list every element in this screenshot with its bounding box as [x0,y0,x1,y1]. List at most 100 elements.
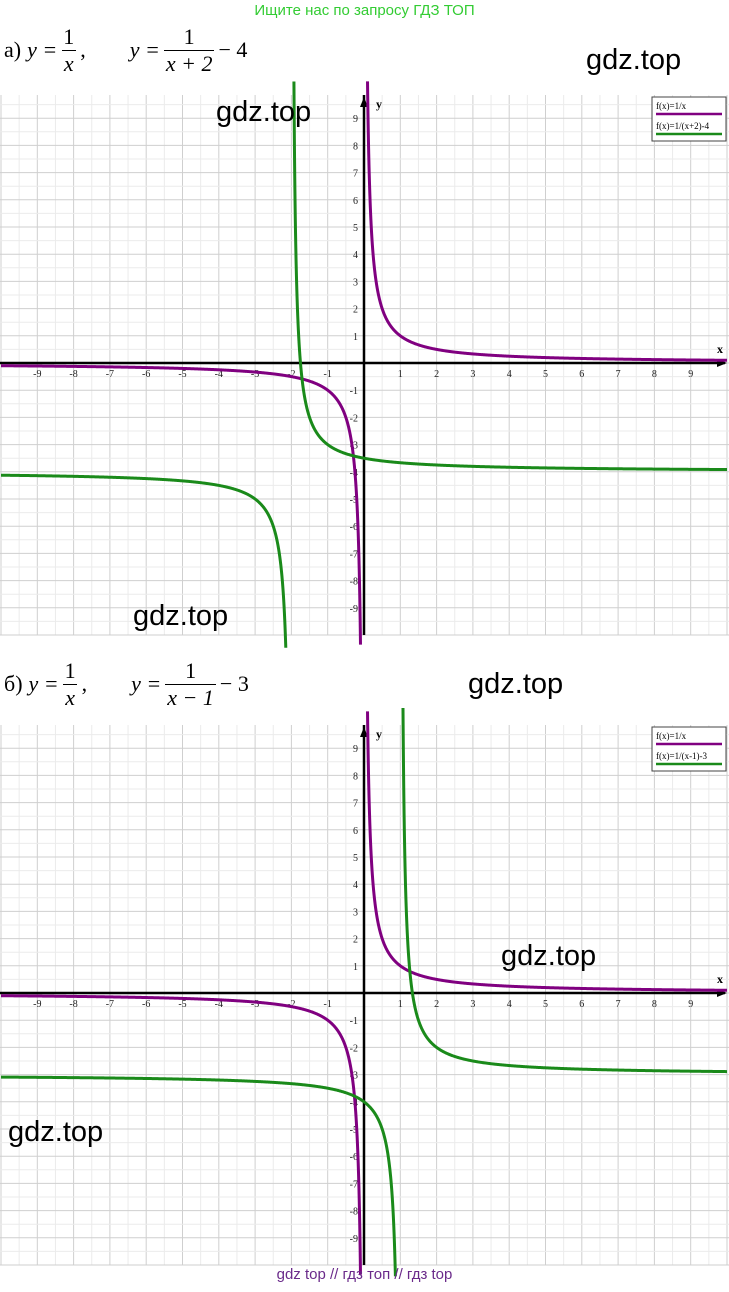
x-tick-label: 3 [470,999,475,1010]
x-tick-label: 4 [507,369,512,380]
fraction: 1 x + 2 [163,24,215,77]
y-tick-label: 4 [353,880,358,891]
watermark: gdz.top [216,96,312,128]
watermark: gdz.top [133,600,229,632]
y-tick-label: 3 [353,277,358,288]
formula-lhs: y = [28,671,59,696]
formula-label: б) [4,671,23,696]
y-tick-label: 6 [353,196,358,207]
x-tick-label: -2 [287,999,295,1010]
x-tick-label: 6 [579,999,584,1010]
y-tick-label: -8 [350,1207,358,1218]
x-tick-label: -6 [142,369,150,380]
fraction: 1 x [63,658,78,711]
y-tick-label: -7 [350,1179,358,1190]
y-axis-label: y [376,97,382,111]
series-line [401,708,728,1074]
x-tick-label: -4 [215,369,223,380]
x-tick-label: 3 [470,369,475,380]
y-axis-arrow [360,727,368,737]
y-tick-label: -5 [350,1125,358,1136]
x-tick-label: -1 [324,999,332,1010]
denominator: x [61,49,76,76]
x-tick-label: 2 [434,999,439,1010]
y-tick-label: 9 [353,114,358,125]
y-tick-label: -3 [350,441,358,452]
watermark: gdz.top [8,1116,104,1148]
x-tick-label: 9 [688,369,693,380]
y-tick-label: -9 [350,1234,358,1245]
denominator: x + 2 [163,49,215,76]
y-tick-label: 8 [353,141,358,152]
formula-lhs: y = [27,37,58,62]
y-tick-label: 7 [353,799,358,810]
y-tick-label: -1 [350,1016,358,1027]
series-line [0,473,288,648]
formula-label: а) [4,37,22,62]
footer-links[interactable]: gdz top // гдз топ // гдз top [276,1266,453,1283]
formula-tail: − 3 [219,671,249,696]
formula-tail: − 4 [218,37,248,62]
separator: , [80,37,86,62]
x-tick-label: 8 [652,369,657,380]
x-tick-label: 8 [652,999,657,1010]
series-line [0,364,362,645]
y-tick-label: -6 [350,522,358,533]
watermark: gdz.top [586,44,682,76]
formula-lhs: y = [129,37,160,62]
series-line [366,711,728,992]
y-tick-label: -1 [350,386,358,397]
x-tick-label: 6 [579,369,584,380]
fraction: 1 x − 1 [165,658,216,711]
x-tick-label: 7 [616,369,621,380]
x-tick-label: -9 [33,999,41,1010]
separator: , [81,671,88,696]
legend-entry: f(x)=1/(x+2)-4 [656,121,710,131]
fraction: 1 x [61,24,76,77]
y-tick-label: 2 [353,935,358,946]
x-axis-label: x [717,972,723,986]
y-tick-label: -3 [350,1071,358,1082]
series-line [366,81,728,362]
y-tick-label: 8 [353,771,358,782]
y-tick-label: 7 [353,169,358,180]
formula-lhs: y = [131,671,162,696]
y-tick-label: -8 [350,577,358,588]
legend-entry: f(x)=1/(x-1)-3 [656,751,708,761]
x-tick-label: -2 [287,369,295,380]
x-tick-label: -3 [251,369,259,380]
y-tick-label: 2 [353,305,358,316]
y-tick-label: -6 [350,1152,358,1163]
legend-entry: f(x)=1/x [656,731,687,741]
y-tick-label: 5 [353,223,358,234]
y-tick-label: -7 [350,549,358,560]
x-tick-label: -3 [251,999,259,1010]
denominator: x − 1 [165,683,216,710]
x-axis-label: x [717,342,723,356]
search-banner[interactable]: Ищите нас по запросу ГДЗ ТОП [254,2,475,19]
x-tick-label: 5 [543,999,548,1010]
numerator: 1 [64,657,76,683]
watermark: gdz.top [468,668,564,700]
x-tick-label: 4 [507,999,512,1010]
series-line [292,81,727,472]
formula-b: б) y = 1 x , y = 1 x − 1 − 3 [4,654,249,714]
y-axis-arrow [360,97,368,107]
y-tick-label: 3 [353,907,358,918]
x-tick-label: -7 [106,999,114,1010]
series-line [0,1075,397,1277]
y-tick-label: 5 [353,853,358,864]
x-tick-label: 9 [688,999,693,1010]
x-tick-label: 7 [616,999,621,1010]
chart-b: x y -9 -8 -7 -6 -5 -4 -3 -2 -1 1 2 3 4 5 6 7 8 9 9 8 7 6 5 4 3 2 1 -1… [0,708,729,1277]
chart-a: x y -9 -8 -7 -6 -5 -4 -3 -2 -1 1 2 3 4 5 6 7 8 9 9 8 7 6 5 4 3 2 1 -1… [0,81,729,648]
x-tick-label: 5 [543,369,548,380]
x-tick-label: -1 [324,369,332,380]
y-tick-label: -2 [350,1043,358,1054]
y-tick-label: 6 [353,826,358,837]
x-tick-label: 2 [434,369,439,380]
x-tick-label: -5 [178,999,186,1010]
x-tick-label: -4 [215,999,223,1010]
y-tick-label: -5 [350,495,358,506]
y-tick-label: -9 [350,604,358,615]
